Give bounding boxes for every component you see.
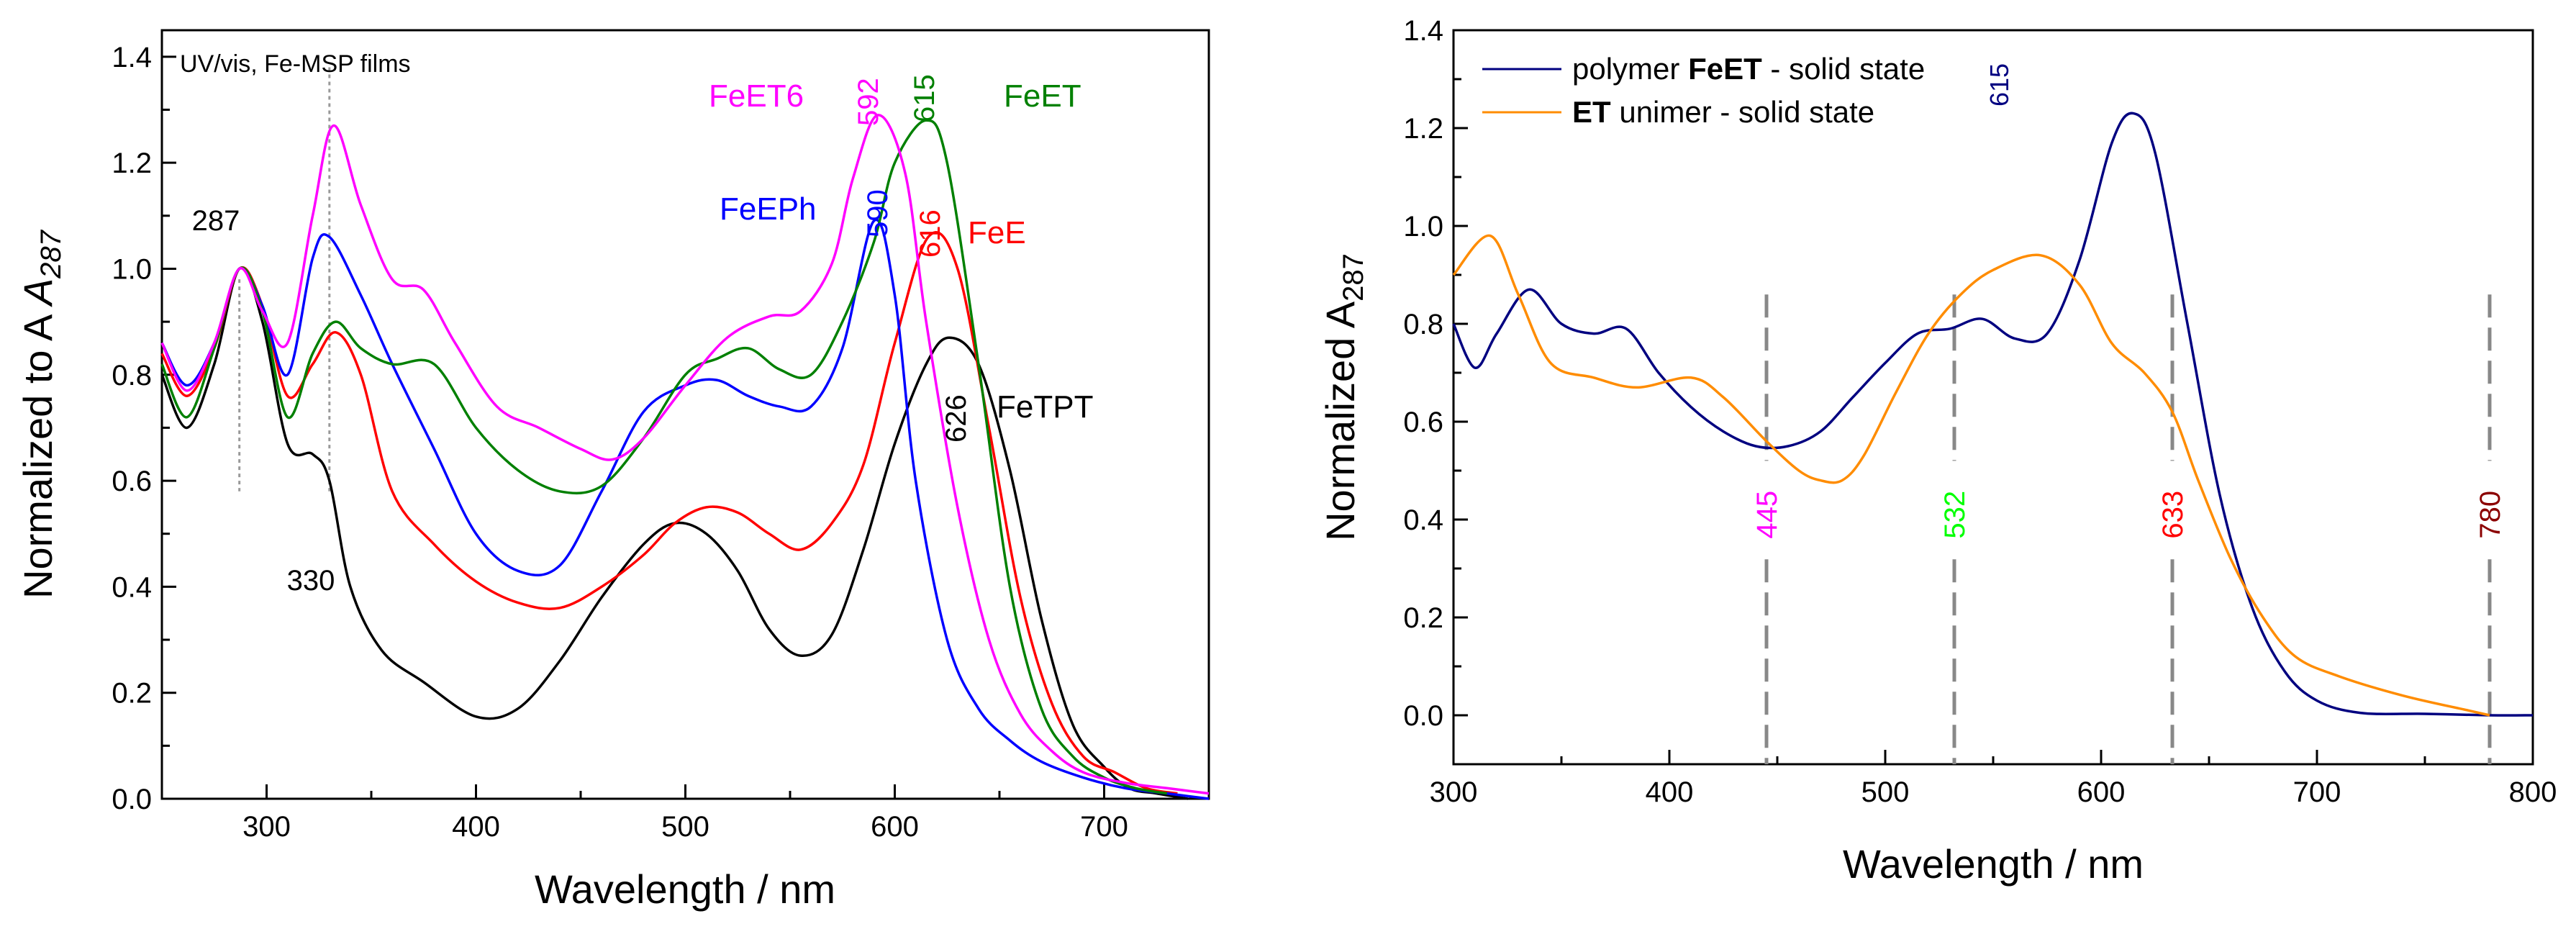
- peak-label-616: 616: [915, 209, 946, 258]
- y-axis-label-main: Normalized to A: [15, 314, 60, 599]
- marker-label-633: 633: [2157, 491, 2189, 539]
- y-axis-label-right: Normalized A287: [1318, 253, 1369, 541]
- series-group-right: [1452, 112, 2534, 717]
- y-tick-label: 0.0: [1403, 700, 1443, 732]
- series-line-polymer-FeET-solid-state: [1452, 112, 2534, 717]
- x-tick-label: 600: [2077, 776, 2126, 808]
- legend-label-ET-bold: ET: [1572, 95, 1611, 129]
- y-tick-label: 1.0: [112, 253, 152, 285]
- legend: polymer FeET - solid state ET unimer - s…: [1482, 52, 1925, 129]
- series-line-FeE: [160, 231, 1178, 795]
- axis-ticks-right: 300 400 500 600 700 800 0.0 0.2 0.4 0.6 0.8 1.0 1.2 1…: [1403, 15, 2557, 808]
- legend-label-FeET: polymer FeET - solid state: [1572, 52, 1925, 86]
- legend-label-ET: ET unimer - solid state: [1572, 95, 1874, 129]
- series-label-FeET: FeET: [1004, 78, 1081, 114]
- x-tick-label: 700: [1080, 811, 1128, 843]
- x-tick-label: 300: [1430, 776, 1478, 808]
- marker-lines-right: 445 532 633 780: [1751, 294, 2506, 764]
- marker-label-bg-780: [2474, 461, 2505, 555]
- x-tick-label: 400: [1646, 776, 1694, 808]
- x-axis-label-right: Wavelength / nm: [1843, 841, 2144, 887]
- y-tick-label: 0.0: [112, 784, 152, 815]
- y-tick-label: 0.8: [1403, 309, 1443, 340]
- y-tick-label: 1.0: [1403, 211, 1443, 243]
- y-tick-label: 0.2: [112, 678, 152, 710]
- peak-label-615: 615: [909, 74, 940, 122]
- x-tick-label: 700: [2293, 776, 2341, 808]
- series-line-FeEPh: [160, 218, 1210, 800]
- legend-label-FeET-bold: FeET: [1688, 52, 1762, 86]
- series-label-FeEPh: FeEPh: [720, 191, 817, 227]
- y-tick-label: 1.4: [1403, 15, 1443, 47]
- plot-frame-right: [1452, 29, 2534, 766]
- legend-label-FeET-post: - solid state: [1762, 52, 1925, 86]
- chart-left: 300 400 500 600 7000.00.20.40.60.81.01.21.4 …: [15, 29, 1210, 912]
- y-tick-label: 0.6: [1403, 407, 1443, 438]
- x-tick-label: 400: [452, 811, 500, 843]
- marker-label-bg-633: [2157, 461, 2188, 555]
- x-tick-label: 500: [661, 811, 709, 843]
- series-label-FeE: FeE: [968, 215, 1026, 250]
- legend-label-FeET-pre: polymer: [1572, 52, 1688, 86]
- peak-label-626: 626: [940, 394, 972, 443]
- y-tick-label: 1.2: [1403, 113, 1443, 145]
- x-tick-label: 800: [2509, 776, 2557, 808]
- x-tick-label: 300: [242, 811, 291, 843]
- annotation: UV/vis, Fe-MSP films: [180, 50, 411, 78]
- series-line-ET-unimer-solid-state: [1452, 234, 2490, 717]
- marker-label-bg-532: [1938, 461, 1970, 555]
- y-axis-label-sub: 287: [35, 229, 67, 278]
- y-axis-label: Normalized to A A287: [15, 229, 67, 599]
- y-tick-label: 0.2: [1403, 602, 1443, 634]
- series-line-FeET6: [160, 114, 1210, 795]
- y-tick-label: 1.2: [112, 148, 152, 179]
- peak-label-287: 287: [192, 205, 240, 237]
- marker-label-bg-445: [1751, 461, 1782, 555]
- marker-label-532: 532: [1939, 491, 1971, 539]
- series-group: [160, 114, 1210, 800]
- x-tick-label: 500: [1861, 776, 1910, 808]
- y-tick-label: 0.4: [1403, 504, 1443, 536]
- marker-label-445: 445: [1751, 491, 1783, 539]
- series-line-FeET: [160, 119, 1168, 795]
- x-axis-label: Wavelength / nm: [535, 866, 835, 912]
- chart-right: 300 400 500 600 700 800 0.0 0.2 0.4 0.6 0.8 1.0 1.2 1…: [1318, 15, 2557, 887]
- peak-label-592: 592: [853, 78, 884, 126]
- marker-label-780: 780: [2475, 491, 2506, 539]
- y-axis-label-italic: A: [15, 278, 60, 307]
- y-tick-label: 1.4: [112, 42, 152, 73]
- y-tick-label: 0.6: [112, 466, 152, 497]
- y-tick-label: 0.4: [112, 571, 152, 603]
- peak-label-590: 590: [862, 189, 894, 237]
- series-line-FeTPT: [160, 266, 1189, 800]
- peak-label-615-right: 615: [1985, 63, 2014, 107]
- peak-label-330: 330: [287, 565, 335, 597]
- legend-label-ET-post: unimer - solid state: [1611, 95, 1874, 129]
- x-tick-label: 600: [871, 811, 919, 843]
- series-label-FeET6: FeET6: [709, 78, 804, 114]
- axis-ticks: 300 400 500 600 700 0.0 0.2 0.4 0.6 0.8 1.0 1.2 1.4: [112, 42, 1210, 843]
- y-axis-label-right-main: Normalized A: [1318, 301, 1363, 541]
- y-axis-label-right-sub: 287: [1338, 253, 1369, 302]
- y-tick-label: 0.8: [112, 360, 152, 391]
- series-label-FeTPT: FeTPT: [997, 389, 1093, 425]
